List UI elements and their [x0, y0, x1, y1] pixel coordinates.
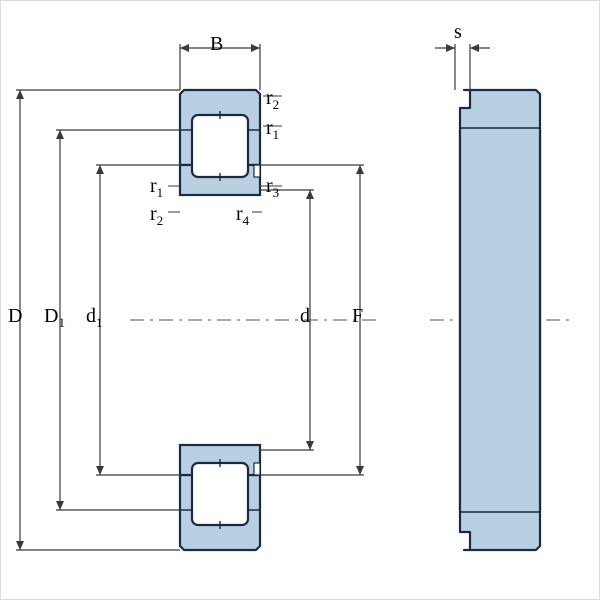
label-D1: D1 — [44, 306, 65, 329]
label-d: d — [300, 306, 310, 326]
label-F: F — [352, 306, 363, 326]
label-r2-left: r2 — [150, 204, 163, 227]
label-r2-top: r2 — [266, 88, 279, 111]
label-B: B — [210, 34, 223, 54]
label-s: s — [454, 22, 462, 42]
label-D: D — [8, 306, 22, 326]
label-r1-left: r1 — [150, 176, 163, 199]
bearing-drawing — [0, 0, 600, 600]
label-r1-top: r1 — [266, 118, 279, 141]
label-d1: d1 — [86, 306, 103, 329]
label-r4: r4 — [236, 204, 249, 227]
label-r3: r3 — [266, 176, 279, 199]
